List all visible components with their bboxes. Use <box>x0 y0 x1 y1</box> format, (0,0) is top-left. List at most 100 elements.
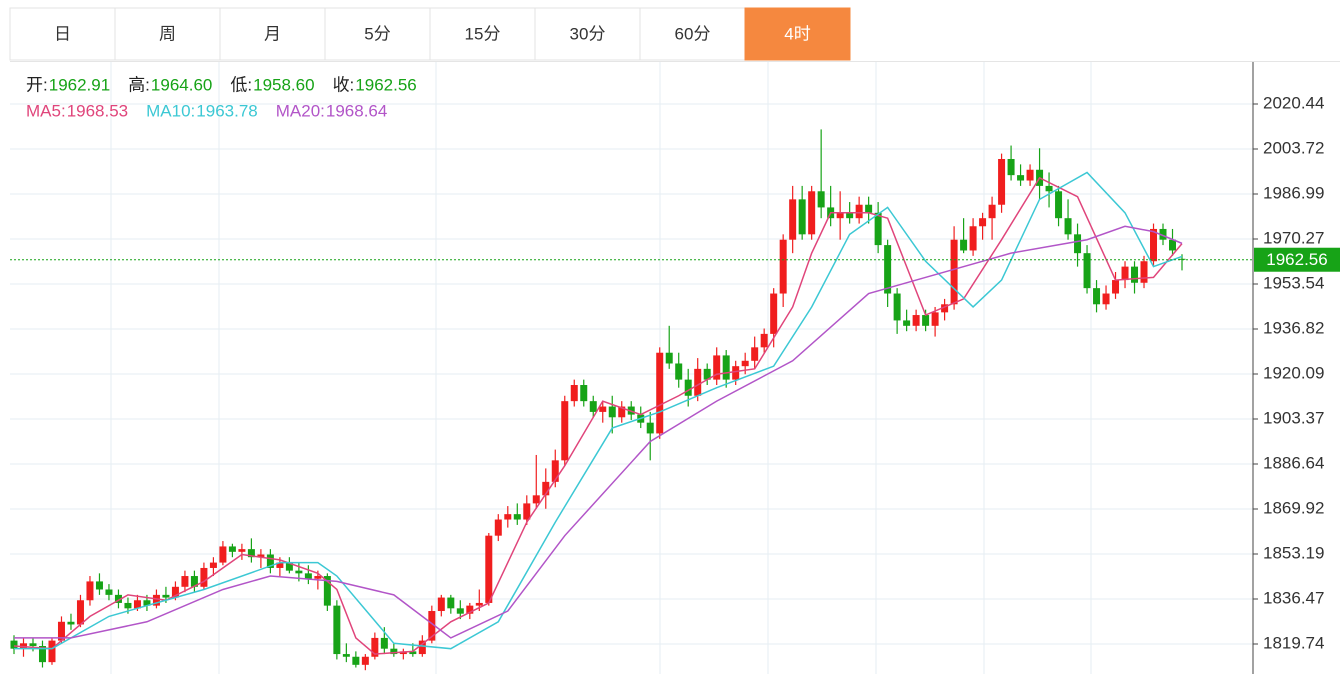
tab[interactable] <box>534 7 641 61</box>
candle-body <box>770 293 778 334</box>
tab-label[interactable]: 60分 <box>675 24 711 43</box>
header-value: 1964.60 <box>151 75 212 94</box>
candle-body <box>1007 158 1015 176</box>
y-tick-label: 2003.72 <box>1263 138 1324 157</box>
candle-body <box>466 605 474 614</box>
candle-body <box>922 315 930 326</box>
header-value: 1968.64 <box>326 101 387 120</box>
candle-body <box>684 379 692 396</box>
candle-body <box>979 218 987 227</box>
candle-body <box>694 368 702 396</box>
tab-label[interactable]: 日 <box>54 24 71 43</box>
candle-body <box>48 640 56 663</box>
candle-body <box>257 554 265 558</box>
candle-body <box>865 204 873 213</box>
y-tick-label: 1970.27 <box>1263 228 1324 247</box>
candle-body <box>950 239 958 305</box>
candle-body <box>513 514 521 520</box>
candle-body <box>380 637 388 649</box>
tab[interactable] <box>429 7 536 61</box>
candle-body <box>57 621 65 641</box>
candle-body <box>238 549 246 552</box>
candle-body <box>779 239 787 294</box>
tab-label[interactable]: 15分 <box>465 24 501 43</box>
header-label: MA20: <box>276 101 325 120</box>
header-label: 高: <box>128 75 150 94</box>
tab-label[interactable]: 周 <box>159 24 176 43</box>
candle-body <box>266 554 274 568</box>
y-tick-label: 2020.44 <box>1263 93 1324 112</box>
candle-body <box>456 608 464 614</box>
candle-body <box>903 320 911 326</box>
candle-body <box>190 576 198 587</box>
y-tick-label: 1819.74 <box>1263 633 1324 652</box>
candle-body <box>86 581 94 601</box>
candle-body <box>703 368 711 380</box>
candle-body <box>969 226 977 251</box>
tab-label[interactable]: 30分 <box>570 24 606 43</box>
header-label: 收: <box>333 75 355 94</box>
candle-body <box>608 406 616 418</box>
header-value: 1963.78 <box>196 101 257 120</box>
candle-body <box>1102 293 1110 305</box>
y-tick-label: 1886.64 <box>1263 453 1324 472</box>
candle-body <box>342 654 350 657</box>
candle-body <box>428 611 436 641</box>
candle-body <box>352 656 360 665</box>
candle-body <box>219 546 227 563</box>
candle-body <box>912 315 920 326</box>
candle-body <box>228 546 236 552</box>
y-tick-label: 1986.99 <box>1263 183 1324 202</box>
candle-body <box>561 401 569 461</box>
tab[interactable] <box>219 7 326 61</box>
y-tick-label: 1869.92 <box>1263 498 1324 517</box>
candle-body <box>152 594 160 606</box>
candle-body <box>38 645 46 663</box>
candle-body <box>485 535 493 603</box>
candle-body <box>732 366 740 380</box>
tab[interactable] <box>9 7 116 61</box>
candle-body <box>1169 239 1177 251</box>
tab[interactable] <box>114 7 221 61</box>
candle-body <box>1055 191 1063 219</box>
tab-label[interactable]: 5分 <box>364 24 390 43</box>
tab-label[interactable]: 月 <box>264 24 281 43</box>
candle-body <box>29 643 37 646</box>
candle-body <box>798 199 806 235</box>
tab-label[interactable]: 4时 <box>784 24 810 43</box>
candle-body <box>570 385 578 402</box>
candle-body <box>1121 266 1129 281</box>
ma-line <box>14 225 1183 639</box>
candle-body <box>171 586 179 598</box>
candle-body <box>276 562 284 568</box>
candle-body <box>1064 218 1072 235</box>
candle-body <box>200 567 208 587</box>
candle-body <box>713 355 721 380</box>
candle-body <box>304 573 312 579</box>
candle-body <box>874 212 882 246</box>
candle-body <box>323 576 331 606</box>
tab[interactable] <box>324 7 431 61</box>
y-tick-label: 1953.54 <box>1263 273 1324 292</box>
header-label: MA10: <box>146 101 195 120</box>
candle-body <box>893 293 901 321</box>
candle-body <box>884 245 892 294</box>
candle-body <box>1112 280 1120 294</box>
candle-body <box>665 352 673 364</box>
tab[interactable] <box>744 7 851 61</box>
candle-body <box>95 581 103 590</box>
candle-body <box>1017 175 1025 181</box>
candle-body <box>285 562 293 571</box>
tab[interactable] <box>639 7 746 61</box>
candle-body <box>494 519 502 536</box>
last-price-label: 1962.56 <box>1266 250 1327 269</box>
candle-body <box>760 333 768 348</box>
header-value: 1958.60 <box>253 75 314 94</box>
candle-body <box>143 600 151 606</box>
candle-body <box>133 600 141 609</box>
candle-body <box>722 355 730 380</box>
candle-body <box>67 621 75 625</box>
candle-body <box>1083 253 1091 289</box>
candle-body <box>1045 185 1053 192</box>
